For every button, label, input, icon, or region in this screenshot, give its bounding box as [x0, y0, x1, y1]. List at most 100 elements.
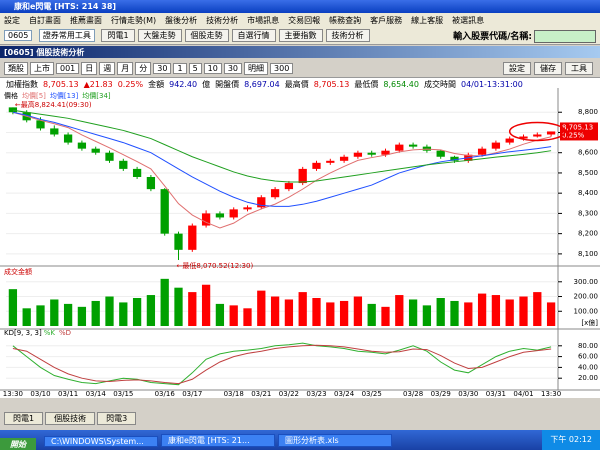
volume-bar: [505, 299, 514, 326]
volume-bar: [464, 302, 473, 326]
control[interactable]: 300: [270, 63, 294, 74]
menu-item[interactable]: 被選訊息: [452, 16, 485, 25]
volume-bar: [519, 296, 528, 326]
volume-bar: [422, 305, 432, 326]
control[interactable]: 30: [223, 63, 243, 74]
x-tick-label: 03/16: [155, 390, 176, 398]
control[interactable]: 10: [203, 63, 222, 74]
toolbar-button[interactable]: 閃電1: [101, 29, 135, 42]
control[interactable]: 30: [153, 63, 172, 74]
stock-no[interactable]: 0605: [4, 30, 33, 41]
x-tick-label: 03/23: [306, 390, 326, 398]
control[interactable]: 上市: [30, 62, 54, 75]
window-title: [0605] 個股技術分析: [0, 46, 600, 58]
volume-bar: [243, 308, 252, 326]
quote-row: 加權指數 8,705.13 ▲21.83 0.25% 金額 942.40 億開盤價 8,697…: [0, 77, 600, 88]
task-item[interactable]: 圖形分析表.xls: [278, 434, 392, 447]
control[interactable]: 1: [173, 63, 187, 74]
volume-bar: [270, 296, 280, 326]
candle-body: [519, 136, 528, 139]
quote-amount-label: 金額: [148, 80, 165, 88]
candle-body: [257, 197, 266, 208]
tab[interactable]: 個股技術: [45, 412, 96, 425]
menu-item[interactable]: 設定: [4, 16, 20, 25]
control[interactable]: 日: [81, 62, 98, 75]
menu-item[interactable]: 市場訊息: [247, 16, 280, 25]
task-item[interactable]: 康和e閃電 [HTS: 21...: [161, 434, 275, 447]
menu-item[interactable]: 行情走勢(M): [111, 16, 157, 25]
menu-item[interactable]: 自訂畫面: [29, 16, 61, 25]
y-tick-label: 8,600: [578, 149, 598, 157]
search: 輸入股票代碼/名稱:: [453, 29, 596, 43]
menu-item[interactable]: 帳務查詢: [329, 16, 362, 25]
candle-body: [50, 128, 59, 135]
candle-body: [201, 213, 211, 226]
toolbar-button[interactable]: 個股走勢: [184, 29, 229, 42]
tab[interactable]: 閃電1: [4, 412, 44, 425]
volume-bar: [63, 303, 73, 326]
toolbar-button[interactable]: 主要指數: [278, 29, 323, 42]
menu-item[interactable]: 客戶服務: [370, 16, 403, 25]
menu-item[interactable]: 推薦畫面: [70, 16, 102, 25]
control[interactable]: 月: [117, 62, 134, 75]
volume-bar: [91, 300, 100, 326]
tab[interactable]: 閃電3: [97, 412, 137, 425]
quote-amount: 942.40: [169, 80, 198, 88]
y-tick-label: 300.00: [574, 278, 599, 286]
y-tick-label: 60.00: [578, 353, 598, 361]
control[interactable]: 明細: [244, 62, 269, 75]
low-note: ←最低8,070.52(12:30): [177, 261, 254, 270]
candle-body: [160, 189, 169, 234]
candle-body: [395, 144, 404, 151]
volume-bar: [408, 299, 418, 326]
volume-bar: [22, 308, 31, 326]
legend-entry: 均價[34]: [82, 91, 111, 100]
search-label: 輸入股票代碼/名稱:: [453, 32, 532, 42]
x-tick-label: 03/30: [458, 390, 478, 398]
taskbar: 開始 C:\WINDOWS\System... 康和e閃電 [HTS: 21... 圖…: [0, 430, 600, 450]
price-tag-pct: 0.25%: [562, 131, 585, 139]
toolbar-button[interactable]: 大盤走勢: [137, 29, 182, 42]
panel-title: KD[9, 3, 3]: [4, 329, 42, 337]
volume-bar: [36, 305, 45, 326]
price-tag-box: [560, 122, 598, 141]
tool-group[interactable]: 證券常用工具: [38, 29, 95, 42]
panel-button[interactable]: 工具: [565, 62, 593, 75]
control[interactable]: 001: [56, 63, 80, 74]
toolbar-button[interactable]: 技術分析: [325, 29, 370, 42]
volume-bar: [353, 296, 363, 326]
legend-entry: 均價[5]: [22, 91, 46, 100]
panel-title: 成交金額: [4, 267, 32, 276]
candle-body: [408, 144, 418, 147]
candle-body: [36, 120, 45, 129]
control[interactable]: 週: [99, 62, 116, 75]
candle-body: [436, 150, 445, 157]
quote-low: 8,654.40: [383, 80, 419, 88]
menu-item[interactable]: 線上客服: [411, 16, 444, 25]
quote-high: 8,705.13: [313, 80, 350, 88]
menu-item[interactable]: 技術分析: [206, 16, 239, 25]
quote-change-pct: 0.25%: [117, 80, 144, 88]
menu-item[interactable]: 交易回報: [288, 16, 321, 25]
start-button[interactable]: 開始: [0, 438, 36, 450]
y-tick-label: 200.00: [574, 293, 599, 301]
candle-body: [174, 233, 183, 250]
toolbar-button[interactable]: 自選行情: [231, 29, 276, 42]
volume-bar: [119, 302, 128, 326]
volume-bar: [77, 306, 87, 326]
volume-bar: [546, 302, 556, 326]
menu-item[interactable]: 盤後分析: [165, 16, 198, 25]
control[interactable]: 5: [188, 63, 202, 74]
volume-bar: [174, 287, 183, 326]
control[interactable]: 類股: [4, 62, 28, 75]
candle-body: [477, 148, 487, 155]
candle-body: [77, 142, 87, 149]
search-input[interactable]: [534, 30, 596, 43]
panel-button[interactable]: 設定: [503, 62, 531, 75]
volume-bar: [395, 295, 404, 326]
volume-bar: [284, 299, 294, 326]
panel-button[interactable]: 儲存: [534, 62, 562, 75]
task-item[interactable]: C:\WINDOWS\System...: [44, 436, 158, 447]
candle-body: [339, 156, 349, 161]
control[interactable]: 分: [135, 62, 152, 75]
